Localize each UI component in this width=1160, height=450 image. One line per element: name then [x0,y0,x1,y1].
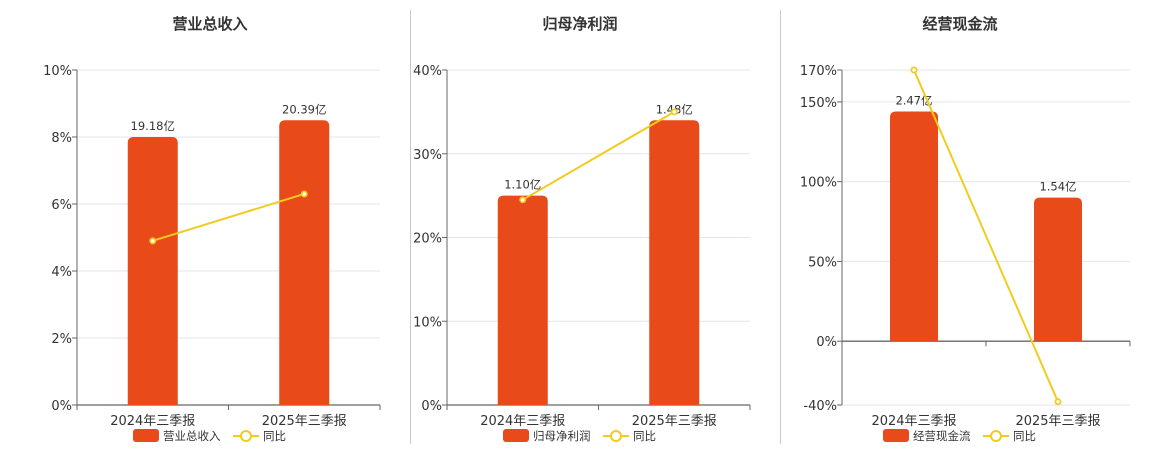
line-point [149,237,157,245]
line-series [152,192,305,242]
legend-bar-label: 营业总收入 [163,429,221,443]
y-tick-label: 40% [413,64,442,79]
y-tick-label: -40% [803,399,837,414]
y-tick-label: 150% [800,96,837,111]
legend-bar-label: 归母净利润 [533,429,591,443]
category-label: 2025年三季报 [262,414,347,429]
legend-bar-swatch [503,429,529,442]
bar [497,195,548,405]
y-tick-label: 2% [51,332,72,347]
y-tick-label: 0% [421,399,442,414]
bar [127,137,178,405]
chart-title-3: 经营现金流 [922,15,997,33]
y-tick-label: 100% [800,176,837,191]
bar-data-label: 1.10亿 [504,178,541,192]
bar-data-label: 1.54亿 [1039,180,1076,194]
category-label: 2024年三季报 [110,414,195,429]
bar [1034,197,1082,342]
line-point [519,196,527,204]
line-point [1054,398,1062,406]
bar-data-label: 19.18亿 [131,119,175,133]
y-tick-label: 10% [43,64,72,79]
line-series [522,111,675,201]
legend-line-marker [240,430,252,442]
bar [890,111,938,342]
category-label: 2024年三季报 [871,414,956,429]
y-tick-label: 4% [51,265,72,280]
bar [279,120,330,405]
legend-line-label: 同比 [263,429,286,443]
line-series [913,69,1059,403]
bar [649,120,700,405]
category-label: 2024年三季报 [480,414,565,429]
legend-bar-label: 经营现金流 [913,429,971,443]
line-point [670,108,678,116]
y-tick-label: 0% [51,399,72,414]
line-point [910,66,918,74]
y-tick-label: 170% [800,64,837,79]
legend-bar-swatch [133,429,159,442]
y-tick-label: 8% [51,131,72,146]
category-label: 2025年三季报 [632,414,717,429]
legend-bar-swatch [883,429,909,442]
y-tick-label: 30% [413,148,442,163]
y-tick-label: 0% [816,335,837,350]
panel-divider-1 [410,10,411,444]
chart-title-1: 营业总收入 [172,15,247,33]
y-tick-label: 6% [51,198,72,213]
legend-line-marker [990,430,1002,442]
y-tick-label: 10% [413,315,442,330]
y-tick-label: 50% [808,255,837,270]
legend-line-label: 同比 [633,429,656,443]
legend-line-label: 同比 [1013,429,1036,443]
line-point [300,190,308,198]
bar-data-label: 20.39亿 [282,102,326,116]
bar-data-label: 2.47亿 [895,93,932,107]
category-label: 2025年三季报 [1015,414,1100,429]
chart-title-2: 归母净利润 [542,15,617,33]
legend-line-marker [610,430,622,442]
y-tick-label: 20% [413,232,442,247]
panel-divider-2 [780,10,781,444]
